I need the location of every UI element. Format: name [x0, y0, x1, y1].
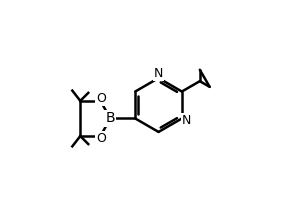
Text: N: N [182, 114, 191, 127]
Text: O: O [96, 132, 106, 145]
Text: B: B [106, 112, 115, 125]
Text: O: O [96, 92, 106, 105]
Text: N: N [154, 67, 163, 80]
